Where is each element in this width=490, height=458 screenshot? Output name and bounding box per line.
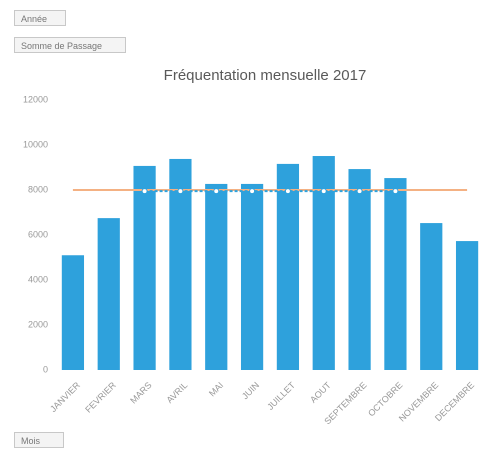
marker bbox=[213, 188, 220, 195]
x-tick-label: MAI bbox=[207, 380, 225, 398]
y-tick-label: 0 bbox=[43, 364, 48, 374]
marker bbox=[141, 188, 148, 195]
x-tick-label: JUILLET bbox=[265, 380, 297, 412]
y-tick-label: 10000 bbox=[23, 139, 48, 149]
bar bbox=[312, 156, 335, 370]
y-tick-label: 4000 bbox=[28, 274, 48, 284]
bar bbox=[169, 158, 192, 370]
y-tick-label: 8000 bbox=[28, 184, 48, 194]
bar bbox=[97, 218, 120, 370]
y-tick-label: 12000 bbox=[23, 94, 48, 104]
bar bbox=[348, 169, 371, 370]
x-tick-label: AVRIL bbox=[165, 380, 190, 405]
x-tick-label: JANVIER bbox=[48, 380, 82, 414]
marker bbox=[320, 188, 327, 195]
marker bbox=[392, 188, 399, 195]
bar bbox=[133, 165, 156, 370]
bar bbox=[205, 183, 228, 370]
marker bbox=[249, 188, 256, 195]
y-tick-label: 6000 bbox=[28, 229, 48, 239]
y-tick-label: 2000 bbox=[28, 319, 48, 329]
marker bbox=[284, 188, 291, 195]
x-tick-label: FEVRIER bbox=[83, 380, 118, 415]
bar bbox=[384, 178, 407, 370]
x-tick-label: MARS bbox=[128, 380, 153, 405]
bar bbox=[455, 241, 479, 370]
axis-button[interactable]: Mois bbox=[14, 432, 64, 448]
bar bbox=[61, 255, 85, 370]
x-tick-label: AOUT bbox=[308, 380, 333, 405]
chart-title: Fréquentation mensuelle 2017 bbox=[164, 67, 367, 84]
marker bbox=[177, 188, 184, 195]
marker bbox=[356, 188, 363, 195]
filter-button[interactable]: Année bbox=[14, 10, 66, 26]
bar bbox=[240, 183, 264, 370]
field-button[interactable]: Somme de Passage bbox=[14, 37, 126, 53]
bar bbox=[420, 223, 443, 370]
x-tick-label: JUIN bbox=[240, 380, 261, 401]
bar bbox=[276, 163, 300, 370]
x-tick-label: OCTOBRE bbox=[366, 380, 404, 418]
